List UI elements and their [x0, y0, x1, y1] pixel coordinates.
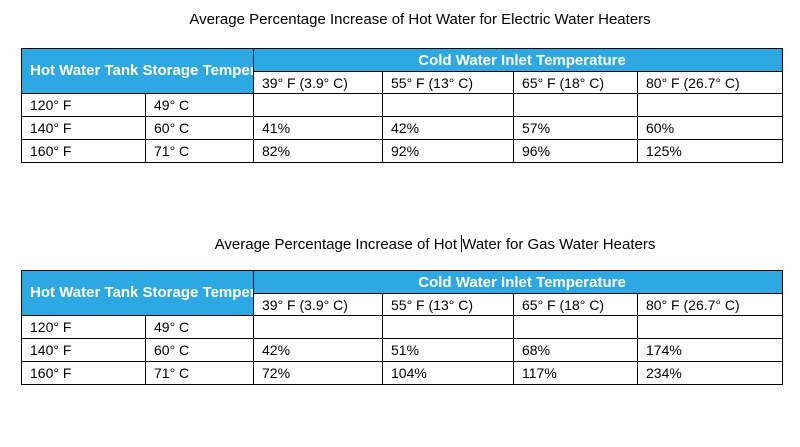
tank-storage-header: Hot Water Tank Storage Temperature [21, 48, 254, 94]
table-row: 140° F 60° C 41% 42% 57% 60% [21, 116, 784, 140]
tank-temp-c: 60° C [145, 338, 254, 362]
cold-inlet-header: Cold Water Inlet Temperature [252, 48, 784, 72]
value-cell: 42% [382, 116, 514, 140]
value-cell: 104% [382, 361, 514, 385]
value-cell: 51% [382, 338, 514, 362]
value-cell: 41% [253, 116, 383, 140]
cold-inlet-header: Cold Water Inlet Temperature [252, 270, 784, 294]
electric-title-text: Average Percentage Increase of Hot Water… [189, 11, 651, 28]
inlet-col-80f: 80° F (26.7° C) [636, 71, 784, 94]
tank-temp-f: 140° F [21, 116, 146, 140]
value-cell: 72% [253, 361, 383, 385]
text-cursor [461, 235, 463, 252]
value-cell [253, 93, 383, 117]
gas-table-title: Average Percentage Increase of Hot Water… [35, 235, 800, 255]
inlet-col-39f: 39° F (3.9° C) [253, 293, 383, 316]
electric-table-title: Average Percentage Increase of Hot Water… [20, 10, 800, 30]
inlet-col-80f: 80° F (26.7° C) [636, 293, 784, 316]
inlet-col-65f: 65° F (18° C) [513, 71, 638, 94]
tank-temp-c: 71° C [145, 139, 254, 163]
inlet-col-39f: 39° F (3.9° C) [253, 71, 383, 94]
tank-storage-header: Hot Water Tank Storage Temperature [21, 270, 254, 316]
electric-heater-table: Hot Water Tank Storage Temperature Cold … [21, 48, 784, 163]
value-cell [513, 315, 638, 339]
value-cell: 96% [513, 139, 638, 163]
value-cell: 125% [636, 139, 784, 163]
value-cell [636, 93, 784, 117]
inlet-col-65f: 65° F (18° C) [513, 293, 638, 316]
tank-temp-c: 49° C [145, 315, 254, 339]
table-row: 120° F 49° C [21, 93, 784, 117]
tank-temp-f: 160° F [21, 361, 146, 385]
value-cell [382, 93, 514, 117]
table-row: 160° F 71° C 72% 104% 117% 234% [21, 361, 784, 385]
value-cell: 174% [636, 338, 784, 362]
value-cell: 68% [513, 338, 638, 362]
tank-temp-f: 160° F [21, 139, 146, 163]
value-cell: 82% [253, 139, 383, 163]
table-row: 140° F 60° C 42% 51% 68% 174% [21, 338, 784, 362]
value-cell: 57% [513, 116, 638, 140]
gas-heater-table: Hot Water Tank Storage Temperature Cold … [21, 270, 784, 385]
inlet-col-55f: 55° F (13° C) [382, 293, 514, 316]
tank-temp-f: 140° F [21, 338, 146, 362]
value-cell: 60% [636, 116, 784, 140]
value-cell [636, 315, 784, 339]
gas-title-text-a: Average Percentage Increase of Hot [214, 236, 462, 253]
tank-temp-f: 120° F [21, 315, 146, 339]
value-cell: 92% [382, 139, 514, 163]
value-cell [513, 93, 638, 117]
value-cell: 117% [513, 361, 638, 385]
value-cell: 234% [636, 361, 784, 385]
value-cell [382, 315, 514, 339]
value-cell: 42% [253, 338, 383, 362]
table-row: 120° F 49° C [21, 315, 784, 339]
tank-temp-c: 60° C [145, 116, 254, 140]
tank-temp-f: 120° F [21, 93, 146, 117]
tank-temp-c: 49° C [145, 93, 254, 117]
tank-temp-c: 71° C [145, 361, 254, 385]
table-row: 160° F 71° C 82% 92% 96% 125% [21, 139, 784, 163]
inlet-col-55f: 55° F (13° C) [382, 71, 514, 94]
gas-title-text-b: Water for Gas Water Heaters [462, 236, 656, 253]
value-cell [253, 315, 383, 339]
